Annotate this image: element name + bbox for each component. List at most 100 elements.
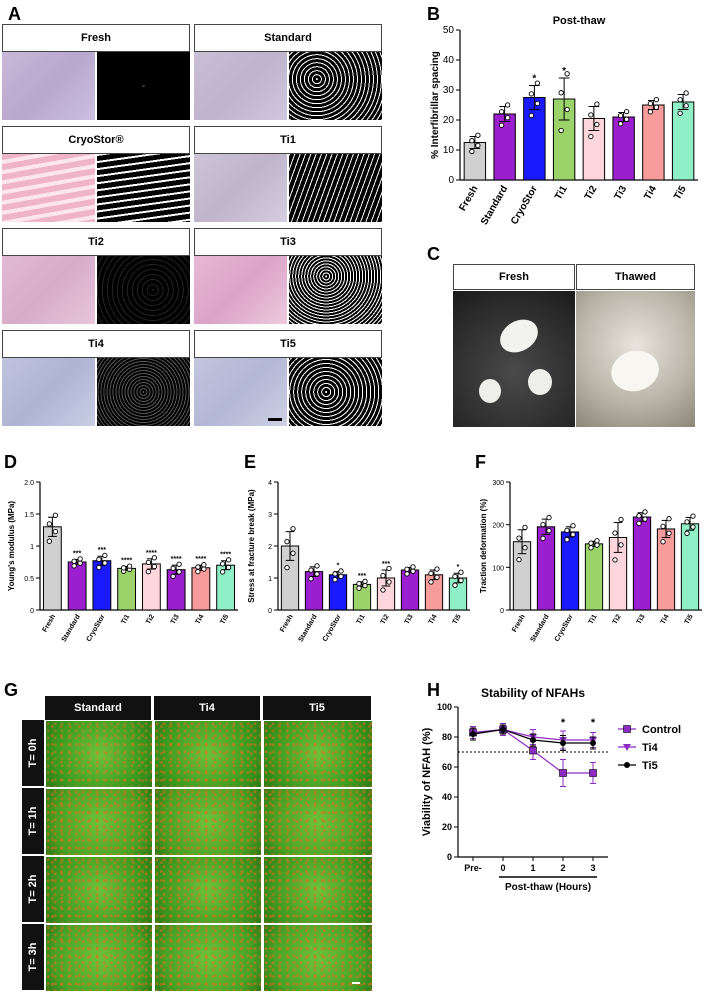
data-point [500,726,506,733]
bar [536,526,556,611]
x-tick-label: CryoStor [86,613,107,643]
x-tick-label: Pre- [464,863,482,873]
data-point [52,512,59,518]
bar [671,101,695,181]
data-point [46,538,53,544]
data-point [362,583,368,589]
data-point [219,561,226,567]
data-point [534,100,541,107]
data-point [504,115,511,121]
y-tick-label: 4 [268,480,272,487]
data-point [660,539,666,545]
data-point [77,556,83,562]
data-point [516,535,522,541]
histology-stain-image [2,358,95,426]
significance-mark: *** [382,561,390,568]
data-point [522,545,528,551]
data-point [684,519,690,525]
photo-header-fresh: Fresh [453,264,575,290]
x-tick-label: Ti5 [219,613,230,625]
panel-label-e: E [244,452,257,472]
x-axis-label: Post-thaw (Hours) [505,882,591,893]
significance-mark: *** [358,573,366,580]
data-point [308,567,314,573]
tissue-disc-small-a [479,379,501,403]
bar [493,113,516,181]
y-tick-label: 0 [30,608,34,615]
data-point [534,80,541,86]
y-tick-label: 50 [443,25,455,36]
fluorescence-image [154,788,262,856]
data-point [653,96,660,103]
data-point [362,578,368,584]
significance-mark: **** [121,557,132,564]
data-point [170,573,176,580]
y-tick-label: 300 [492,480,504,487]
data-point [225,564,232,571]
data-point [594,538,600,544]
data-point [151,563,158,570]
x-tick-label: Ti4 [660,613,671,625]
histology-stain-image [194,256,287,324]
data-point [594,101,600,107]
fluorescence-column-header: Standard [45,696,153,720]
data-point [176,569,182,575]
data-point [404,571,410,577]
data-point [428,579,434,585]
y-tick-label: 1 [30,544,34,551]
y-tick-label: 60 [442,762,452,772]
histology-tile-label: CryoStor® [2,126,190,154]
data-point [528,112,535,119]
x-tick-label: Standard [529,614,550,644]
fluorescence-column-header: Ti5 [263,696,373,720]
data-point [590,740,596,746]
data-point [201,566,207,572]
y-tick-label: 0.5 [24,576,34,583]
data-point [225,557,232,563]
data-point [386,579,392,585]
data-point [469,138,475,144]
data-point [636,513,642,519]
significance-mark: * [532,74,536,85]
data-point [475,132,481,138]
significance-mark: * [561,717,566,729]
bar [216,564,236,611]
data-point [588,133,594,140]
photo-thawed-tissue [576,291,695,427]
y-axis-label: % Interfibrillar spacing [430,51,441,159]
histology-binary-image [97,52,190,120]
data-point [120,565,127,571]
bar [612,116,635,181]
data-point [677,110,683,116]
y-tick-label: 20 [442,822,452,832]
y-axis-label: Traction deformation (%) [479,499,488,594]
chart-e-stress-fracture: 0 1 2 3 4 Stress at fracture break (MPa) Fresh… [247,480,470,643]
data-point [558,90,564,96]
data-point [404,566,410,572]
histology-tile-label: Ti3 [194,228,382,256]
legend-label: Ti5 [642,760,658,772]
x-tick-label: CryoStor [509,184,540,227]
x-tick-label: 0 [500,863,505,873]
x-tick-label: Ti5 [452,613,463,625]
data-point [290,550,296,556]
data-point [564,527,570,534]
fluorescence-image [154,856,262,924]
data-point [356,585,362,591]
significance-mark: **** [171,556,182,563]
significance-mark: * [562,66,566,77]
bar [42,526,62,611]
histology-stain-image [2,154,95,222]
tissue-disc-small-b [528,369,552,395]
data-point [314,563,320,569]
data-point [647,109,654,115]
fluorescence-column-header: Ti4 [154,696,262,720]
data-point [564,71,570,77]
data-point [176,561,182,567]
data-point [588,112,594,118]
x-tick-label: Ti3 [170,613,181,625]
bar [304,571,324,611]
data-point [660,523,666,530]
x-tick-label: Ti1 [356,613,367,625]
fluorescence-image [154,720,262,788]
